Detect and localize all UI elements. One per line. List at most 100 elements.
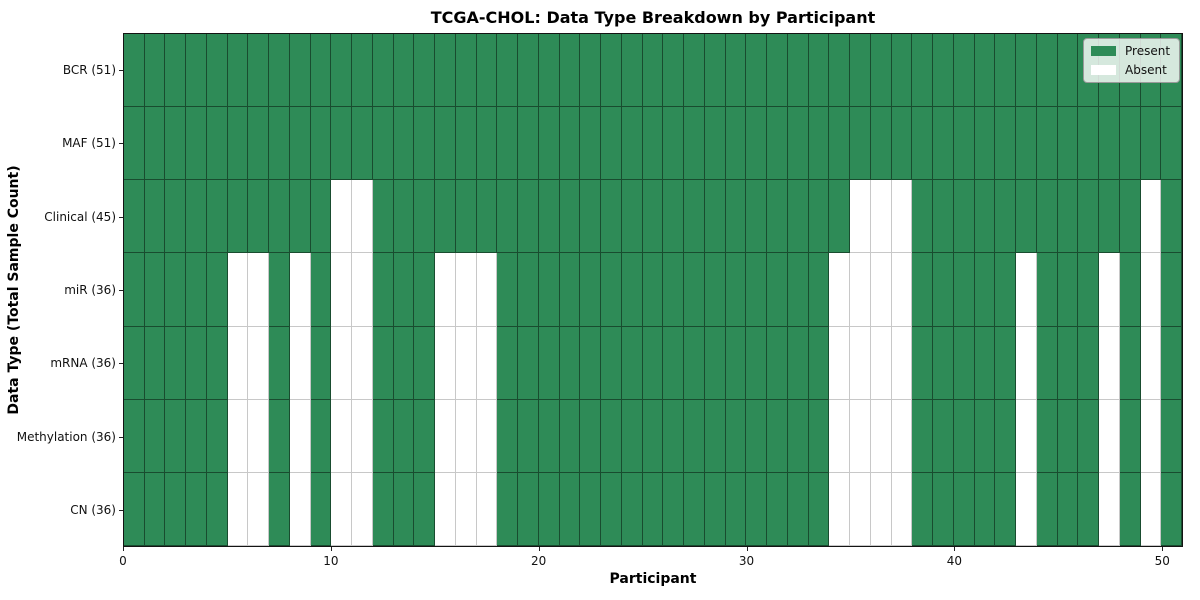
heatmap-cell xyxy=(1078,472,1100,546)
heatmap-cell xyxy=(912,34,934,108)
heatmap-cell xyxy=(414,180,436,254)
legend-label-absent: Absent xyxy=(1125,63,1167,77)
heatmap-cell xyxy=(746,34,768,108)
heatmap-cell xyxy=(808,180,830,254)
legend: Present Absent xyxy=(1083,38,1181,83)
heatmap-cell xyxy=(393,34,415,108)
heatmap-cell xyxy=(476,180,498,254)
heatmap-cell xyxy=(725,399,747,473)
heatmap-cell xyxy=(186,34,207,108)
heatmap-cell xyxy=(621,107,643,181)
heatmap-cell xyxy=(746,326,768,400)
heatmap-cell xyxy=(497,253,519,327)
heatmap-cell xyxy=(455,253,477,327)
heatmap-cell xyxy=(829,107,851,181)
heatmap-cell xyxy=(310,107,332,181)
heatmap-cell xyxy=(414,472,436,546)
heatmap-cell xyxy=(663,399,685,473)
heatmap-cell xyxy=(725,253,747,327)
heatmap-cell xyxy=(870,399,892,473)
heatmap-cell xyxy=(663,253,685,327)
heatmap-cell xyxy=(642,253,664,327)
heatmap-cell xyxy=(206,107,228,181)
heatmap-cell xyxy=(995,326,1017,400)
x-axis-label: Participant xyxy=(609,571,697,587)
heatmap-cell xyxy=(953,34,975,108)
heatmap-cell xyxy=(601,472,622,546)
heatmap-cell xyxy=(144,472,166,546)
heatmap-cell xyxy=(891,107,913,181)
heatmap-cell xyxy=(746,253,768,327)
heatmap-cell xyxy=(995,253,1017,327)
heatmap-cell xyxy=(870,107,892,181)
heatmap-cell xyxy=(953,326,975,400)
heatmap-cell xyxy=(787,253,809,327)
heatmap-cell xyxy=(746,180,768,254)
heatmap-cell xyxy=(767,326,788,400)
heatmap-cell xyxy=(248,180,270,254)
heatmap-cell xyxy=(1016,107,1037,181)
x-tick xyxy=(538,547,540,551)
heatmap-cell xyxy=(269,180,290,254)
heatmap-cell xyxy=(1140,253,1162,327)
heatmap-cell xyxy=(393,472,415,546)
heatmap-cell xyxy=(352,180,373,254)
heatmap-cell xyxy=(1057,253,1079,327)
heatmap-cell xyxy=(891,180,913,254)
heatmap-cell xyxy=(1036,34,1058,108)
heatmap-cell xyxy=(310,399,332,473)
heatmap-cell xyxy=(206,472,228,546)
heatmap-cell xyxy=(850,107,871,181)
heatmap-cell xyxy=(767,107,788,181)
y-tick-label: miR (36) xyxy=(64,283,116,297)
heatmap-cell xyxy=(829,399,851,473)
heatmap-cell xyxy=(601,180,622,254)
heatmap-cell xyxy=(393,253,415,327)
heatmap-cell xyxy=(269,107,290,181)
heatmap-cell xyxy=(1119,253,1141,327)
legend-label-present: Present xyxy=(1125,44,1171,58)
heatmap-cell xyxy=(663,180,685,254)
heatmap-cell xyxy=(538,180,560,254)
heatmap-cell xyxy=(1099,107,1120,181)
heatmap-cell xyxy=(248,253,270,327)
heatmap-cell xyxy=(414,253,436,327)
y-tick-label: MAF (51) xyxy=(62,136,116,151)
heatmap-cell xyxy=(476,326,498,400)
heatmap-cell xyxy=(684,326,705,400)
heatmap-cell xyxy=(352,34,373,108)
heatmap-cell xyxy=(850,34,871,108)
heatmap-cell xyxy=(1140,180,1162,254)
x-tick-label: 30 xyxy=(738,554,755,568)
heatmap-cell xyxy=(850,326,871,400)
heatmap-cell xyxy=(186,399,207,473)
heatmap-cell xyxy=(559,472,581,546)
heatmap-cell xyxy=(352,472,373,546)
heatmap-cell xyxy=(829,180,851,254)
heatmap-cell xyxy=(580,399,602,473)
heatmap-cell xyxy=(165,472,187,546)
heatmap-cell xyxy=(165,253,187,327)
heatmap-cell xyxy=(1016,472,1037,546)
heatmap-cell xyxy=(248,472,270,546)
heatmap-cell xyxy=(704,34,726,108)
heatmap-cell xyxy=(1016,326,1037,400)
heatmap-cell xyxy=(518,34,539,108)
heatmap-cell xyxy=(559,253,581,327)
heatmap-cell xyxy=(621,326,643,400)
heatmap-cell xyxy=(559,180,581,254)
heatmap-cell xyxy=(393,399,415,473)
heatmap-cell xyxy=(248,399,270,473)
heatmap-cell xyxy=(1140,326,1162,400)
heatmap-cell xyxy=(1036,326,1058,400)
heatmap-cell xyxy=(289,326,311,400)
heatmap-cell xyxy=(621,399,643,473)
heatmap-cell xyxy=(310,34,332,108)
heatmap-cell xyxy=(476,472,498,546)
heatmap-cell xyxy=(580,107,602,181)
heatmap-cell xyxy=(1161,472,1182,546)
heatmap-cell xyxy=(414,107,436,181)
heatmap-cell xyxy=(1016,253,1037,327)
heatmap-cell xyxy=(704,326,726,400)
